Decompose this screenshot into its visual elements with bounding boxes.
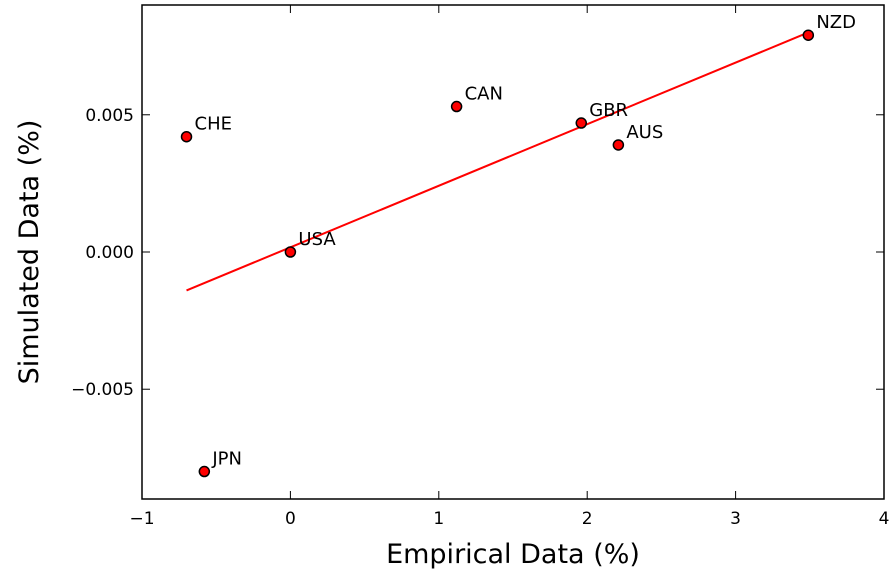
y-tick-label: 0.000: [85, 243, 134, 263]
data-point-aus: [612, 139, 625, 151]
point-label-nzd: NZD: [816, 12, 856, 33]
point-label-usa: USA: [298, 229, 336, 250]
x-tick-label: 4: [879, 509, 890, 529]
x-tick-label: 1: [433, 509, 444, 529]
point-label-gbr: GBR: [589, 100, 628, 121]
data-point-jpn: [198, 465, 211, 478]
y-tick-label: 0.005: [85, 106, 134, 126]
point-label-che: CHE: [195, 114, 232, 135]
data-point-nzd: [802, 29, 815, 41]
x-axis-title: Empirical Data (%): [386, 539, 640, 570]
data-point-gbr: [575, 117, 588, 129]
point-label-can: CAN: [465, 84, 503, 105]
y-axis-title: Simulated Data (%): [14, 120, 45, 385]
y-tick-label: −0.005: [71, 380, 134, 400]
point-label-jpn: JPN: [211, 449, 242, 470]
plot-frame: [141, 4, 885, 500]
x-tick-label: −1: [129, 509, 154, 529]
data-point-usa: [284, 246, 297, 258]
x-tick-label: 3: [730, 509, 741, 529]
data-point-can: [450, 100, 463, 113]
data-points: [180, 29, 815, 478]
point-label-aus: AUS: [626, 122, 663, 143]
data-point-che: [180, 130, 193, 143]
axis-tick-labels: −1 0 1 2 3 4 −0.005 0.000 0.005: [71, 106, 889, 529]
x-tick-label: 2: [582, 509, 593, 529]
x-tick-label: 0: [285, 509, 296, 529]
plot-area: [142, 5, 884, 499]
